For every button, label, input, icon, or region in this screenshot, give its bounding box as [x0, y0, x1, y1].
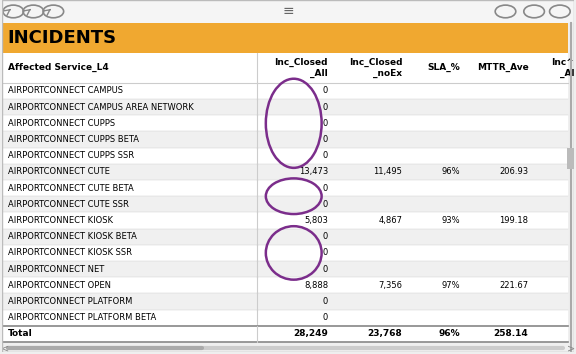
Text: 11,495: 11,495	[374, 167, 403, 176]
Text: INCIDENTS: INCIDENTS	[7, 29, 117, 47]
Text: <: <	[1, 343, 9, 353]
Text: AIRPORTCONNECT CUPPS SSR: AIRPORTCONNECT CUPPS SSR	[7, 151, 134, 160]
Text: 0: 0	[323, 265, 328, 274]
FancyBboxPatch shape	[2, 115, 569, 131]
FancyBboxPatch shape	[2, 212, 569, 229]
Text: AIRPORTCONNECT KIOSK SSR: AIRPORTCONNECT KIOSK SSR	[7, 249, 131, 257]
Text: AIRPORTCONNECT NET: AIRPORTCONNECT NET	[7, 265, 104, 274]
Text: 0: 0	[323, 297, 328, 306]
Text: 0: 0	[323, 184, 328, 193]
Text: AIRPORTCONNECT PLATFORM: AIRPORTCONNECT PLATFORM	[7, 297, 132, 306]
Text: 0: 0	[323, 119, 328, 128]
Text: 0: 0	[323, 200, 328, 209]
FancyBboxPatch shape	[2, 99, 569, 115]
Text: 23,768: 23,768	[367, 330, 403, 338]
FancyBboxPatch shape	[2, 131, 569, 148]
Text: SLA_%: SLA_%	[427, 63, 460, 72]
Text: AIRPORTCONNECT OPEN: AIRPORTCONNECT OPEN	[7, 281, 111, 290]
Text: Inc^
_Al: Inc^ _Al	[551, 58, 574, 78]
Text: Total: Total	[7, 330, 32, 338]
FancyBboxPatch shape	[2, 180, 569, 196]
Text: 206.93: 206.93	[499, 167, 528, 176]
Text: 221.67: 221.67	[499, 281, 528, 290]
FancyBboxPatch shape	[2, 196, 569, 212]
Text: 0: 0	[323, 232, 328, 241]
Text: MTTR_Ave: MTTR_Ave	[476, 63, 528, 72]
Text: 7,356: 7,356	[378, 281, 403, 290]
FancyBboxPatch shape	[2, 310, 569, 326]
Text: >: >	[567, 343, 575, 353]
FancyBboxPatch shape	[2, 148, 569, 164]
Text: Inc_Closed
_noEx: Inc_Closed _noEx	[349, 58, 403, 78]
Text: AIRPORTCONNECT CAMPUS: AIRPORTCONNECT CAMPUS	[7, 86, 123, 95]
FancyBboxPatch shape	[2, 164, 569, 180]
FancyBboxPatch shape	[2, 261, 569, 277]
FancyBboxPatch shape	[2, 326, 569, 342]
Text: 8,888: 8,888	[304, 281, 328, 290]
FancyBboxPatch shape	[2, 293, 569, 310]
Text: Affected Service_L4: Affected Service_L4	[7, 63, 108, 72]
Text: AIRPORTCONNECT CUTE: AIRPORTCONNECT CUTE	[7, 167, 109, 176]
Text: Inc_Closed
_All: Inc_Closed _All	[275, 58, 328, 78]
Text: 4,867: 4,867	[378, 216, 403, 225]
FancyBboxPatch shape	[567, 148, 574, 169]
Text: 199.18: 199.18	[499, 216, 528, 225]
FancyBboxPatch shape	[2, 229, 569, 245]
Text: 93%: 93%	[441, 216, 460, 225]
Text: 258.14: 258.14	[494, 330, 528, 338]
Text: 28,249: 28,249	[293, 330, 328, 338]
Text: AIRPORTCONNECT KIOSK BETA: AIRPORTCONNECT KIOSK BETA	[7, 232, 137, 241]
Text: 0: 0	[323, 103, 328, 112]
Text: ≡: ≡	[282, 5, 294, 18]
Text: 5,803: 5,803	[304, 216, 328, 225]
FancyBboxPatch shape	[2, 23, 569, 53]
FancyBboxPatch shape	[2, 83, 569, 99]
FancyBboxPatch shape	[2, 245, 569, 261]
Text: 13,473: 13,473	[299, 167, 328, 176]
Text: 0: 0	[323, 86, 328, 95]
Text: 0: 0	[323, 313, 328, 322]
FancyBboxPatch shape	[2, 53, 569, 83]
FancyBboxPatch shape	[2, 277, 569, 293]
Text: AIRPORTCONNECT CUTE BETA: AIRPORTCONNECT CUTE BETA	[7, 184, 133, 193]
Text: AIRPORTCONNECT PLATFORM BETA: AIRPORTCONNECT PLATFORM BETA	[7, 313, 156, 322]
Text: AIRPORTCONNECT CUTE SSR: AIRPORTCONNECT CUTE SSR	[7, 200, 128, 209]
Text: AIRPORTCONNECT CAMPUS AREA NETWORK: AIRPORTCONNECT CAMPUS AREA NETWORK	[7, 103, 194, 112]
Text: 0: 0	[323, 135, 328, 144]
Text: AIRPORTCONNECT KIOSK: AIRPORTCONNECT KIOSK	[7, 216, 112, 225]
Text: AIRPORTCONNECT CUPPS: AIRPORTCONNECT CUPPS	[7, 119, 115, 128]
Text: 0: 0	[323, 249, 328, 257]
Text: 97%: 97%	[441, 281, 460, 290]
Text: 0: 0	[323, 151, 328, 160]
FancyBboxPatch shape	[2, 343, 574, 352]
FancyBboxPatch shape	[2, 0, 574, 23]
Text: 96%: 96%	[438, 330, 460, 338]
Text: 96%: 96%	[441, 167, 460, 176]
Text: AIRPORTCONNECT CUPPS BETA: AIRPORTCONNECT CUPPS BETA	[7, 135, 139, 144]
